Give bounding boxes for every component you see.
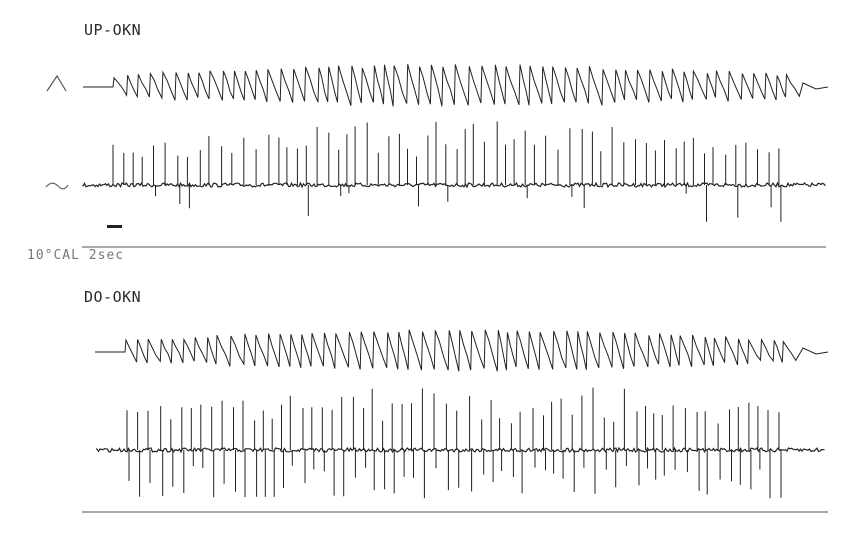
do-okn-velocity-trace-spikes	[126, 387, 782, 499]
up-okn-position-trace	[83, 64, 829, 107]
panel-title-do-okn: DO-OKN	[84, 288, 142, 306]
up-okn-velocity-trace-spikes	[112, 121, 782, 222]
calibration-velocity-icon	[45, 182, 69, 190]
calibration-label: 10°CAL 2sec	[27, 248, 125, 263]
calibration-position-icon	[46, 74, 67, 92]
panel-title-up-okn: UP-OKN	[84, 21, 142, 39]
up-okn-velocity-trace-baseline	[82, 181, 826, 189]
do-okn-position-trace	[95, 329, 829, 372]
do-okn-velocity-trace-baseline	[96, 446, 825, 454]
time-scale-bar	[107, 225, 122, 228]
